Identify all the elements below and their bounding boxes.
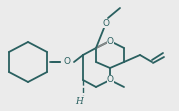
Text: O: O [107, 37, 113, 46]
Text: O: O [107, 75, 113, 84]
Text: O: O [64, 57, 71, 66]
Text: H: H [75, 96, 83, 105]
Text: O: O [103, 19, 110, 28]
